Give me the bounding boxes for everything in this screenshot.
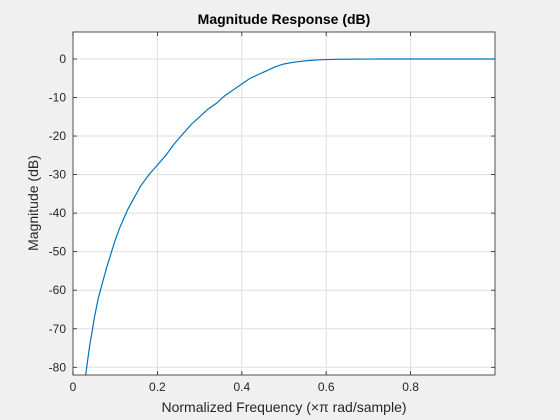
y-tick-label: -50 xyxy=(49,245,67,259)
x-tick-label: 0.4 xyxy=(233,380,250,394)
plot-area xyxy=(73,32,495,375)
y-tick-label: -20 xyxy=(49,129,67,143)
y-tick-label: -30 xyxy=(49,168,67,182)
plot-border xyxy=(72,31,496,376)
y-tick-label: 0 xyxy=(59,52,66,66)
grid xyxy=(73,32,495,375)
series-line xyxy=(85,58,495,376)
x-tick-label: 0.8 xyxy=(402,380,419,394)
y-tick-label: -60 xyxy=(49,283,67,297)
y-tick-label: -40 xyxy=(49,206,67,220)
x-tick-label: 0 xyxy=(70,380,77,394)
x-tick-label: 0.2 xyxy=(149,380,166,394)
y-tick-label: -10 xyxy=(49,91,67,105)
x-axis-label: Normalized Frequency (×π rad/sample) xyxy=(161,399,406,415)
y-tick-label: -70 xyxy=(49,322,67,336)
chart-title: Magnitude Response (dB) xyxy=(198,11,371,27)
x-tick-label: 0.6 xyxy=(318,380,335,394)
ticks: 0 0.2 0.4 0.6 0.8 0 -10 -20 -30 -40 -50 -60 -70 -80 xyxy=(49,32,495,394)
y-tick-label: -80 xyxy=(49,360,67,374)
y-axis-label: Magnitude (dB) xyxy=(25,155,41,251)
